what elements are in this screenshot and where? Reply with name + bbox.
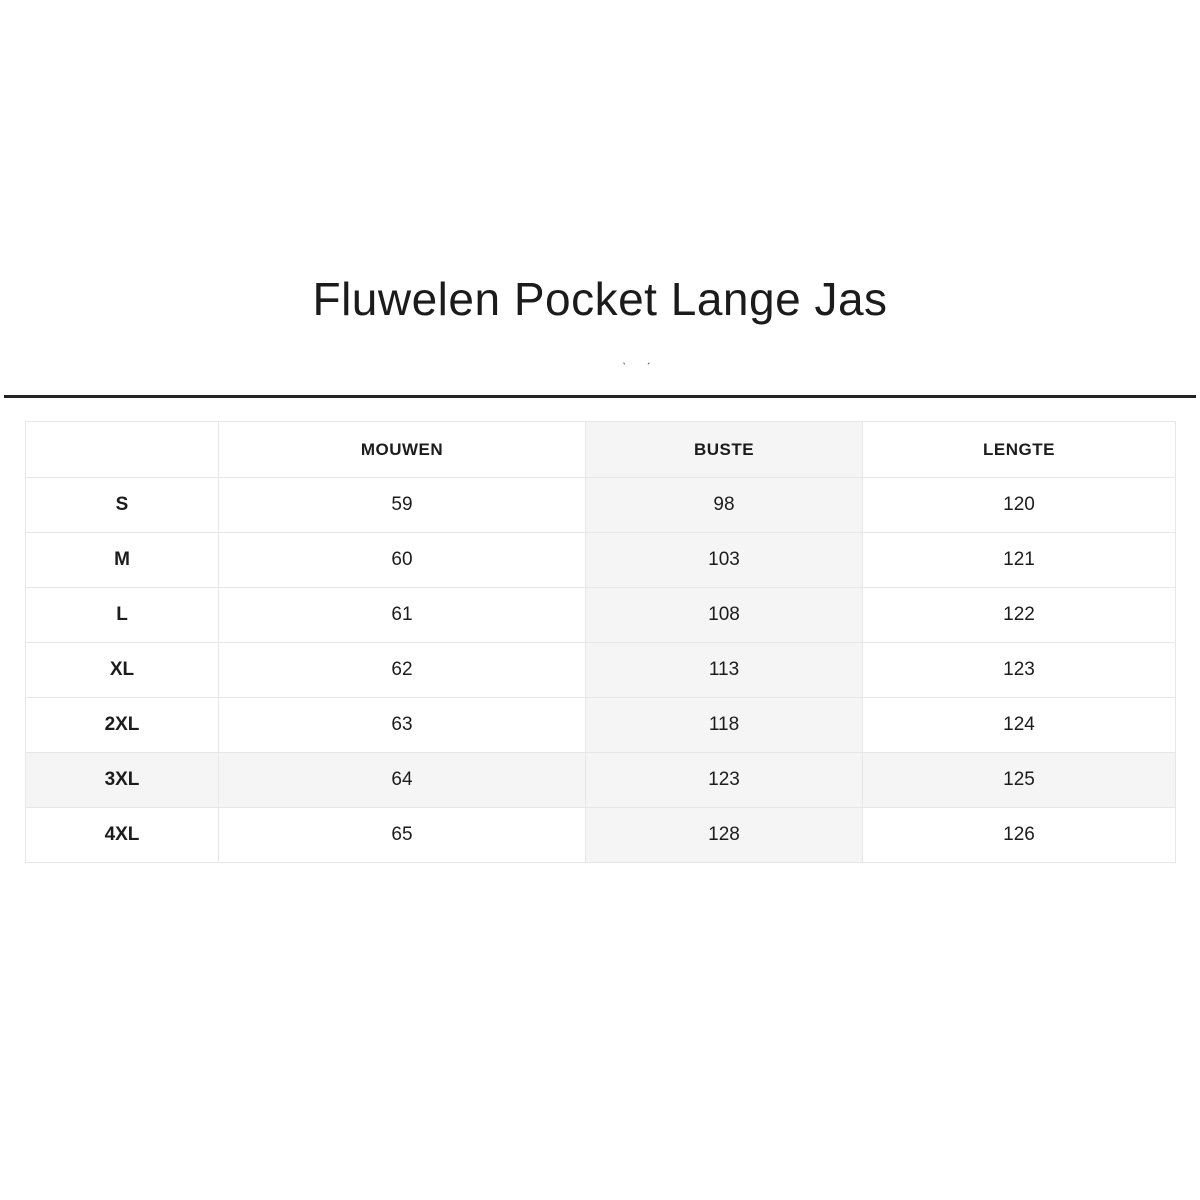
table-row-m: M 60 103 121	[25, 532, 1176, 588]
buste-cell: 118	[585, 697, 863, 753]
table-row-4xl: 4XL 65 128 126	[25, 807, 1176, 863]
mouwen-cell: 65	[218, 807, 586, 863]
size-cell: M	[25, 532, 219, 588]
size-cell: 4XL	[25, 807, 219, 863]
lengte-cell: 124	[862, 697, 1176, 753]
table-row-3xl-highlighted: 3XL 64 123 125	[25, 752, 1176, 808]
lengte-cell: 120	[862, 477, 1176, 533]
size-table-header-row: MOUWEN BUSTE LENGTE	[25, 421, 1176, 478]
mouwen-cell: 62	[218, 642, 586, 698]
mouwen-cell: 61	[218, 587, 586, 643]
buste-cell: 128	[585, 807, 863, 863]
mouwen-cell: 63	[218, 697, 586, 753]
size-cell: S	[25, 477, 219, 533]
mouwen-cell: 59	[218, 477, 586, 533]
lengte-cell: 126	[862, 807, 1176, 863]
decorative-tick-marks: ˋ ˊ	[622, 360, 651, 375]
tick-mark-left: ˋ	[622, 360, 627, 375]
buste-cell: 103	[585, 532, 863, 588]
table-row-l: L 61 108 122	[25, 587, 1176, 643]
mouwen-cell: 64	[218, 752, 586, 808]
size-cell: L	[25, 587, 219, 643]
table-row-xl: XL 62 113 123	[25, 642, 1176, 698]
buste-cell: 123	[585, 752, 863, 808]
buste-cell: 98	[585, 477, 863, 533]
table-row-s: S 59 98 120	[25, 477, 1176, 533]
tick-mark-right: ˊ	[646, 360, 651, 375]
column-header-lengte: LENGTE	[862, 421, 1176, 478]
section-divider	[4, 395, 1196, 398]
mouwen-cell: 60	[218, 532, 586, 588]
column-header-size	[25, 421, 219, 478]
size-table: MOUWEN BUSTE LENGTE S 59 98 120 M 60 103…	[25, 421, 1176, 863]
size-cell: XL	[25, 642, 219, 698]
lengte-cell: 121	[862, 532, 1176, 588]
buste-cell: 113	[585, 642, 863, 698]
lengte-cell: 123	[862, 642, 1176, 698]
lengte-cell: 122	[862, 587, 1176, 643]
column-header-buste: BUSTE	[585, 421, 863, 478]
page-title: Fluwelen Pocket Lange Jas	[312, 273, 888, 325]
lengte-cell: 125	[862, 752, 1176, 808]
buste-cell: 108	[585, 587, 863, 643]
size-cell: 2XL	[25, 697, 219, 753]
size-cell: 3XL	[25, 752, 219, 808]
column-header-mouwen: MOUWEN	[218, 421, 586, 478]
table-row-2xl: 2XL 63 118 124	[25, 697, 1176, 753]
